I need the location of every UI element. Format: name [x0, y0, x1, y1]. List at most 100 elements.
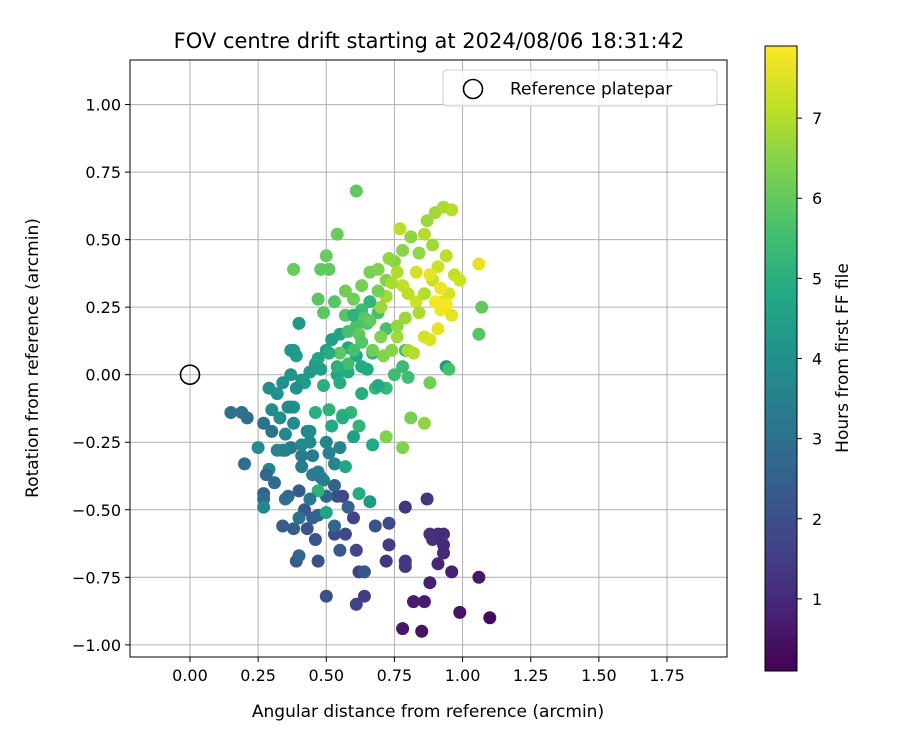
legend: Reference platepar — [442, 69, 718, 107]
data-point — [322, 346, 336, 360]
data-point — [319, 435, 333, 449]
data-point — [284, 400, 298, 414]
data-point — [319, 506, 333, 519]
colorbar-tick-label: 2 — [812, 510, 822, 529]
y-tick-label: −1.00 — [72, 636, 121, 655]
data-point — [453, 273, 467, 287]
data-point — [349, 597, 363, 611]
data-point — [409, 265, 423, 279]
data-point — [259, 468, 273, 482]
chart-title: FOV centre drift starting at 2024/08/06 … — [174, 29, 685, 53]
data-point — [423, 268, 437, 282]
data-point — [382, 516, 396, 530]
data-point — [398, 500, 412, 514]
x-tick-label: 0.00 — [172, 666, 208, 685]
data-point — [374, 300, 388, 314]
data-point — [401, 370, 415, 384]
data-point — [417, 227, 431, 241]
data-point — [404, 230, 418, 244]
data-point — [357, 589, 371, 603]
data-point — [284, 368, 298, 382]
y-tick-label: 0.25 — [85, 298, 121, 317]
colorbar-tick-label: 5 — [812, 269, 822, 288]
x-tick-label: 0.25 — [240, 666, 276, 685]
data-point — [431, 557, 445, 571]
colorbar-tick-label: 7 — [812, 109, 822, 128]
data-point — [445, 308, 459, 322]
data-point — [251, 441, 265, 455]
y-tick-label: 0.00 — [85, 366, 121, 385]
data-point — [423, 576, 437, 590]
legend-label: Reference platepar — [510, 80, 672, 100]
data-point — [347, 308, 360, 322]
data-point — [426, 533, 440, 546]
data-point — [379, 430, 393, 444]
data-point — [445, 203, 459, 217]
data-point — [417, 595, 431, 609]
colorbar-tick-label: 3 — [812, 430, 822, 449]
data-point — [338, 527, 352, 541]
data-point — [371, 284, 385, 298]
data-point — [308, 406, 322, 419]
data-point — [483, 611, 497, 625]
data-point — [333, 441, 347, 455]
data-point — [472, 257, 486, 271]
data-point — [295, 460, 309, 474]
data-point — [363, 495, 377, 509]
y-tick-label: −0.25 — [72, 433, 121, 452]
data-point — [289, 381, 303, 395]
colorbar-tick-label: 4 — [812, 350, 822, 369]
x-tick-label: 0.75 — [377, 666, 413, 685]
data-point — [393, 222, 407, 236]
x-tick-label: 1.75 — [649, 666, 685, 685]
data-point — [412, 306, 426, 320]
data-point — [238, 457, 251, 471]
data-point — [390, 319, 404, 333]
data-point — [423, 376, 437, 390]
data-point — [295, 449, 309, 463]
data-point — [270, 387, 284, 401]
data-point — [349, 543, 363, 557]
y-axis-ticks: −1.00 −0.75 −0.50 −0.25 0.00 0.25 0.50 0.75 1.00 — [72, 96, 130, 655]
data-point — [287, 262, 301, 276]
data-point — [396, 360, 410, 374]
data-point — [431, 322, 445, 336]
data-point — [417, 416, 431, 430]
data-point — [371, 262, 385, 276]
data-point — [396, 622, 410, 636]
data-point — [295, 438, 309, 452]
data-point — [287, 416, 301, 430]
y-tick-label: −0.75 — [72, 568, 121, 587]
data-point — [341, 325, 355, 338]
scatter-points — [224, 184, 497, 638]
data-point — [322, 446, 336, 460]
data-point — [355, 387, 369, 401]
data-point — [420, 214, 434, 228]
data-point — [442, 362, 456, 376]
data-point — [355, 279, 369, 293]
data-point — [224, 406, 238, 419]
data-point — [328, 519, 341, 533]
data-point — [366, 438, 380, 452]
data-point — [317, 379, 330, 392]
data-point — [308, 533, 322, 546]
data-point — [289, 349, 303, 363]
data-point — [300, 522, 314, 536]
data-point — [415, 624, 429, 638]
data-point — [437, 527, 450, 541]
data-point — [338, 284, 352, 298]
data-point — [387, 368, 401, 382]
data-point — [417, 287, 431, 301]
y-tick-label: 1.00 — [85, 96, 121, 115]
data-point — [270, 443, 284, 457]
data-point — [303, 365, 317, 379]
data-point — [328, 479, 341, 492]
data-point — [278, 427, 292, 441]
data-point — [368, 519, 382, 533]
reference-point — [179, 364, 201, 386]
data-point — [398, 560, 412, 573]
data-point — [409, 295, 423, 309]
data-point — [314, 470, 328, 484]
data-point — [404, 411, 418, 425]
data-point — [445, 565, 459, 579]
